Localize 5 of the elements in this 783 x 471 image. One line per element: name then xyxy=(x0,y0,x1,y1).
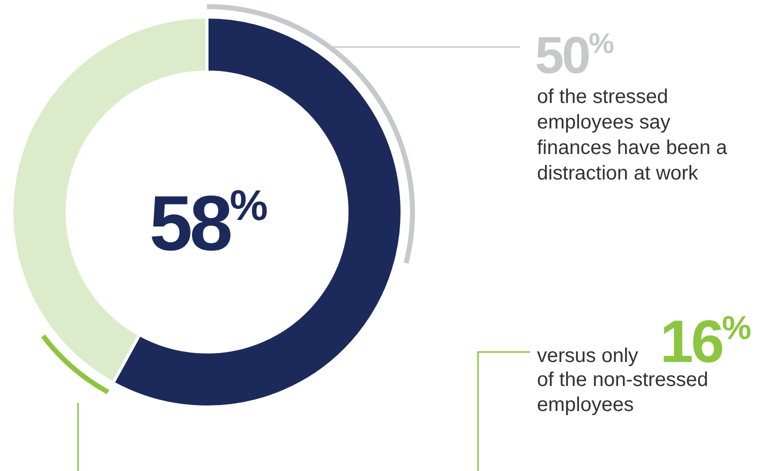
text: 50$^{%}$ xyxy=(535,27,614,85)
text: 58$^{%}$ xyxy=(149,179,267,267)
text: versus only xyxy=(537,345,638,367)
text: of the non-stressed employees xyxy=(537,369,708,416)
text: of the stressed employees say finances have been a distraction at work xyxy=(537,86,728,184)
